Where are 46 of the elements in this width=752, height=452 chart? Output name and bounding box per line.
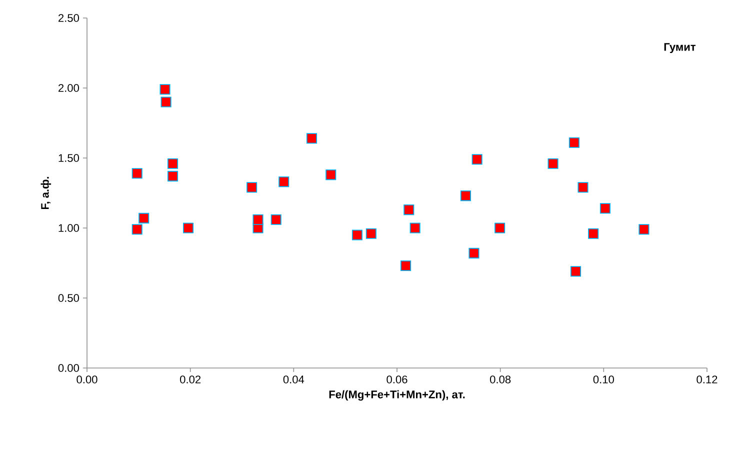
- y-tick-label: 2.00: [58, 84, 79, 92]
- y-tick-label: 0.00: [58, 364, 79, 372]
- point: [410, 222, 420, 234]
- x-tick-label: 0.02: [180, 376, 201, 384]
- x-tick-label: 0.08: [490, 376, 511, 384]
- x-tick-label: 0.04: [283, 376, 304, 384]
- x-tick-label: 0.12: [696, 376, 718, 384]
- point: [404, 204, 414, 216]
- point: [366, 228, 376, 239]
- x-axis-title: Fe/(Mg+Fe+Ti+Mn+Zn), ат.: [329, 390, 465, 401]
- point: [306, 133, 318, 144]
- point: [132, 168, 142, 179]
- point: [270, 214, 282, 225]
- point: [132, 224, 142, 235]
- y-axis-title: F, а.ф.: [40, 176, 52, 210]
- point: [400, 260, 412, 272]
- point: [246, 182, 258, 193]
- point: [160, 96, 172, 108]
- text: Гумит: [664, 43, 696, 54]
- x-tick-label: 0.00: [76, 376, 98, 384]
- point: [570, 266, 582, 277]
- point: [494, 222, 506, 234]
- point: [278, 176, 290, 188]
- x-tick-label: 0.06: [386, 376, 408, 384]
- y-tick-label: 1.50: [58, 154, 79, 162]
- point: [160, 84, 170, 95]
- point: [168, 170, 178, 182]
- x-tick-label: 0.10: [593, 376, 614, 384]
- point: [138, 212, 150, 224]
- point: [183, 222, 194, 234]
- y-tick-label: 1.00: [58, 224, 79, 232]
- point: [638, 224, 650, 235]
- y-tick-label: 0.50: [58, 294, 79, 302]
- point: [588, 228, 599, 239]
- point: [568, 137, 580, 148]
- point: [468, 248, 480, 258]
- point: [548, 158, 558, 169]
- point: [578, 182, 588, 193]
- point: [460, 190, 471, 202]
- point: [326, 170, 336, 180]
- y-tick-label: 2.50: [58, 14, 79, 22]
- point: [168, 158, 178, 169]
- point: [252, 214, 264, 225]
- point: [600, 203, 610, 214]
- point: [352, 230, 362, 240]
- point: [472, 154, 482, 165]
